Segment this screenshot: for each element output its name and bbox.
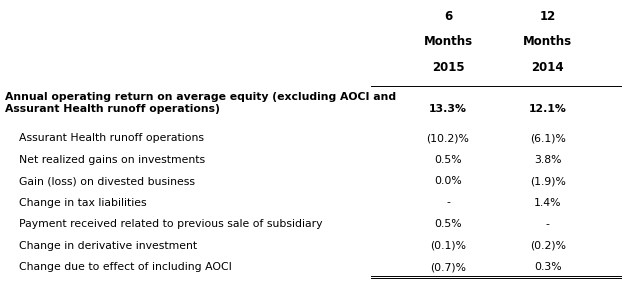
Text: 0.3%: 0.3% — [534, 262, 562, 272]
Text: 0.0%: 0.0% — [434, 176, 462, 186]
Text: -: - — [446, 198, 450, 207]
Text: Months: Months — [524, 35, 572, 48]
Text: 2014: 2014 — [532, 61, 564, 74]
Text: Annual operating return on average equity (excluding AOCI and: Annual operating return on average equit… — [5, 92, 396, 102]
Text: (0.2)%: (0.2)% — [530, 241, 566, 250]
Text: (1.9)%: (1.9)% — [530, 176, 566, 186]
Text: 0.5%: 0.5% — [434, 219, 462, 229]
Text: Net realized gains on investments: Net realized gains on investments — [19, 155, 205, 164]
Text: Gain (loss) on divested business: Gain (loss) on divested business — [19, 176, 195, 186]
Text: (6.1)%: (6.1)% — [530, 133, 566, 143]
Text: 6: 6 — [444, 10, 452, 23]
Text: 3.8%: 3.8% — [534, 155, 562, 164]
Text: 12.1%: 12.1% — [529, 104, 567, 114]
Text: (0.1)%: (0.1)% — [430, 241, 466, 250]
Text: 12: 12 — [540, 10, 556, 23]
Text: Months: Months — [424, 35, 472, 48]
Text: Change due to effect of including AOCI: Change due to effect of including AOCI — [19, 262, 232, 272]
Text: (0.7)%: (0.7)% — [430, 262, 466, 272]
Text: Assurant Health runoff operations: Assurant Health runoff operations — [19, 133, 203, 143]
Text: (10.2)%: (10.2)% — [427, 133, 469, 143]
Text: Change in tax liabilities: Change in tax liabilities — [19, 198, 147, 207]
Text: Assurant Health runoff operations): Assurant Health runoff operations) — [5, 104, 220, 114]
Text: Change in derivative investment: Change in derivative investment — [19, 241, 197, 250]
Text: 1.4%: 1.4% — [534, 198, 562, 207]
Text: 13.3%: 13.3% — [429, 104, 467, 114]
Text: Payment received related to previous sale of subsidiary: Payment received related to previous sal… — [19, 219, 322, 229]
Text: 2015: 2015 — [432, 61, 464, 74]
Text: -: - — [546, 219, 550, 229]
Text: 0.5%: 0.5% — [434, 155, 462, 164]
